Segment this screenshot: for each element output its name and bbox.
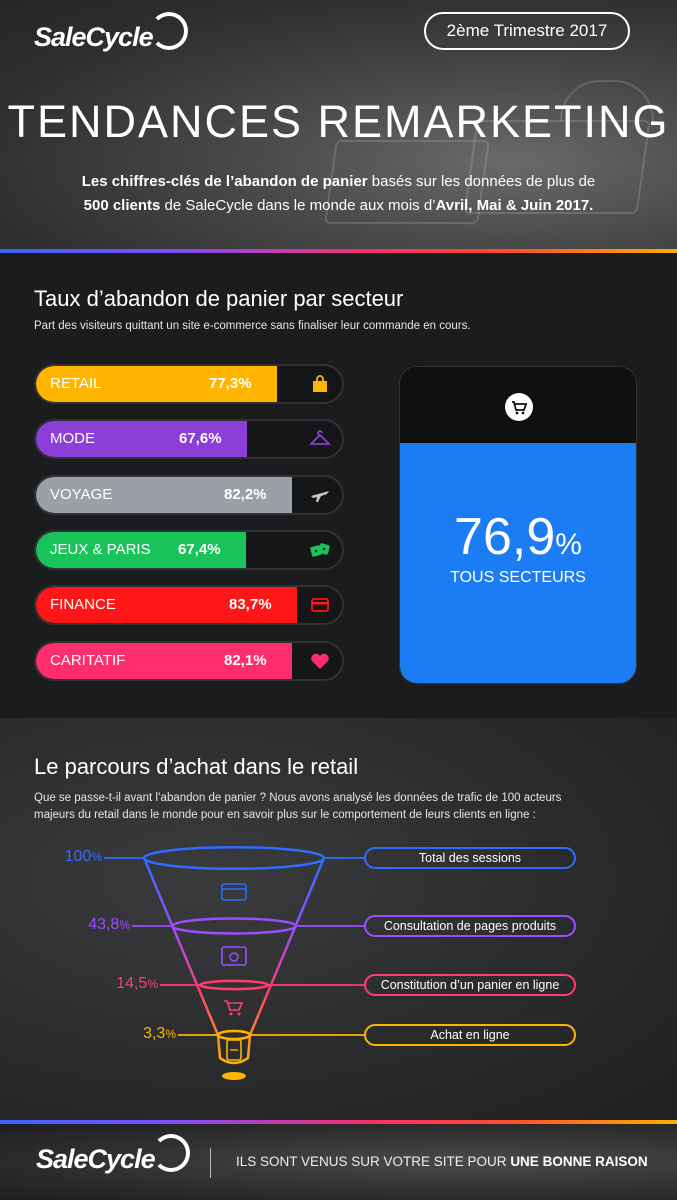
bar-value-label: 77,3% — [209, 375, 252, 392]
footer-divider — [210, 1148, 211, 1178]
bar-category-label: JEUX & PARIS — [50, 540, 151, 558]
funnel-stage-ring — [198, 979, 270, 991]
hero-header: SaleCycle 2ème Trimestre 2017 TENDANCES … — [0, 0, 677, 250]
browser-window-icon — [221, 883, 247, 901]
funnel-percent-number: 100 — [64, 848, 92, 865]
funnel-stage-ring — [170, 917, 298, 935]
funnel-percent-unit: % — [119, 918, 130, 932]
credit-card-icon — [308, 593, 332, 617]
product-page-icon — [221, 946, 247, 966]
gradient-stripe — [0, 1120, 677, 1124]
total-unit: % — [555, 528, 582, 561]
funnel-intro-line-1: Que se passe-t-il avant l’abandon de pan… — [34, 792, 562, 804]
sector-bar-jeux-paris: JEUX & PARIS 67,4% — [34, 529, 344, 570]
footer-logo-ring-icon — [152, 1134, 190, 1172]
funnel-percent-label: 100% — [32, 848, 102, 866]
intro-text: Les chiffres-clés de l’abandon de panier… — [20, 170, 657, 218]
tagline-bold: UNE BONNE RAISON — [510, 1154, 648, 1169]
funnel-percent-label: 3,3% — [106, 1025, 176, 1043]
sector-bar-caritatif: CARITATIF 82,1% — [34, 640, 344, 681]
funnel-stage-label: Constitution d’un panier en ligne — [364, 974, 576, 996]
bar-fill — [36, 366, 277, 402]
bar-value-label: 82,1% — [224, 651, 267, 669]
funnel-cone — [142, 857, 326, 1065]
sector-subtitle: Part des visiteurs quittant un site e-co… — [34, 320, 471, 332]
total-value: 76,9% — [400, 507, 636, 567]
bar-category-label: MODE — [50, 430, 95, 448]
sector-bar-retail: RETAIL 77,3% — [34, 364, 344, 404]
funnel-percent-unit: % — [165, 1027, 176, 1041]
total-card: 76,9% TOUS SECTEURS — [399, 366, 637, 684]
intro-text-1: basés sur les données de plus de — [367, 173, 596, 190]
footer-logo[interactable]: SaleCycle — [36, 1134, 196, 1182]
funnel-percent-number: 14,5 — [116, 975, 148, 992]
bar-fill — [36, 421, 247, 458]
quarter-badge: 2ème Trimestre 2017 — [424, 12, 630, 50]
intro-text-2: de SaleCycle dans le monde aux mois d’ — [160, 197, 436, 214]
intro-bold-3: Avril, Mai & Juin 2017. — [435, 197, 594, 214]
funnel-percent-number: 3,3 — [143, 1025, 166, 1042]
logo-ring-icon — [150, 12, 188, 50]
total-label: TOUS SECTEURS — [450, 569, 586, 586]
page-title: TENDANCES REMARKETING — [7, 96, 670, 147]
funnel-percent-label: 14,5% — [88, 975, 158, 993]
heart-icon — [308, 649, 332, 673]
bar-value-label: 67,6% — [179, 430, 222, 448]
bar-value-label: 82,2% — [224, 485, 267, 503]
bar-category-label: CARITATIF — [50, 651, 126, 669]
bar-fill — [36, 642, 292, 679]
funnel-percent-label: 43,8% — [60, 916, 130, 934]
footer-logo-text: SaleCycle — [36, 1144, 156, 1174]
funnel-stage-ring — [142, 845, 326, 871]
dice-icon — [308, 538, 332, 562]
footer-tagline: ILS SONT VENUS SUR VOTRE SITE POUR UNE B… — [236, 1154, 648, 1169]
shopping-bag-icon — [308, 372, 332, 396]
sector-section: Taux d’abandon de panier par secteur Par… — [0, 254, 677, 718]
funnel-intro: Que se passe-t-il avant l’abandon de pan… — [34, 790, 561, 824]
shopping-cart-icon — [224, 1000, 244, 1016]
tagline-prefix: ILS SONT VENUS SUR VOTRE SITE POUR — [236, 1154, 511, 1169]
sector-bar-finance: FINANCE 83,7% — [34, 585, 344, 626]
hanger-icon — [308, 427, 332, 451]
funnel-percent-unit: % — [147, 977, 158, 991]
sector-bar-voyage: VOYAGE 82,2% — [34, 474, 344, 515]
funnel-bottom — [222, 1072, 246, 1080]
bar-category-label: VOYAGE — [50, 485, 113, 503]
sector-title: Taux d’abandon de panier par secteur — [34, 286, 404, 311]
funnel-stage-ring — [216, 1029, 252, 1041]
intro-bold-2: 500 clients — [83, 197, 161, 214]
intro-bold-1: Les chiffres-clés de l’abandon de panier — [81, 173, 368, 190]
gradient-stripe — [0, 249, 677, 253]
funnel-section: Le parcours d’achat dans le retail Que s… — [0, 718, 677, 1120]
funnel-percent-unit: % — [91, 850, 102, 864]
total-card-header — [400, 367, 636, 443]
funnel-chart — [104, 845, 364, 1080]
total-number: 76,9 — [454, 508, 556, 566]
funnel-stage-label: Achat en ligne — [364, 1024, 576, 1046]
cart-icon — [505, 393, 533, 421]
bar-value-label: 83,7% — [229, 596, 272, 614]
footer: SaleCycle ILS SONT VENUS SUR VOTRE SITE … — [0, 1124, 677, 1200]
funnel-stage-label: Consultation de pages produits — [364, 915, 576, 937]
funnel-stage-label: Total des sessions — [364, 847, 576, 869]
logo-text: SaleCycle — [34, 22, 154, 52]
total-card-body — [400, 443, 636, 683]
bar-fill — [36, 531, 246, 568]
sector-bar-mode: MODE 67,6% — [34, 419, 344, 460]
salecycle-logo[interactable]: SaleCycle — [34, 12, 194, 58]
funnel-intro-line-2: majeurs du retail dans le monde pour en … — [34, 809, 536, 821]
funnel-percent-number: 43,8 — [88, 916, 120, 933]
airplane-icon — [308, 483, 332, 507]
funnel-title: Le parcours d’achat dans le retail — [34, 754, 359, 779]
mobile-phone-icon — [226, 1039, 242, 1061]
bar-category-label: RETAIL — [50, 375, 102, 392]
bar-value-label: 67,4% — [178, 540, 221, 558]
bar-fill — [36, 587, 297, 624]
bar-category-label: FINANCE — [50, 596, 116, 614]
bar-fill — [36, 476, 292, 513]
